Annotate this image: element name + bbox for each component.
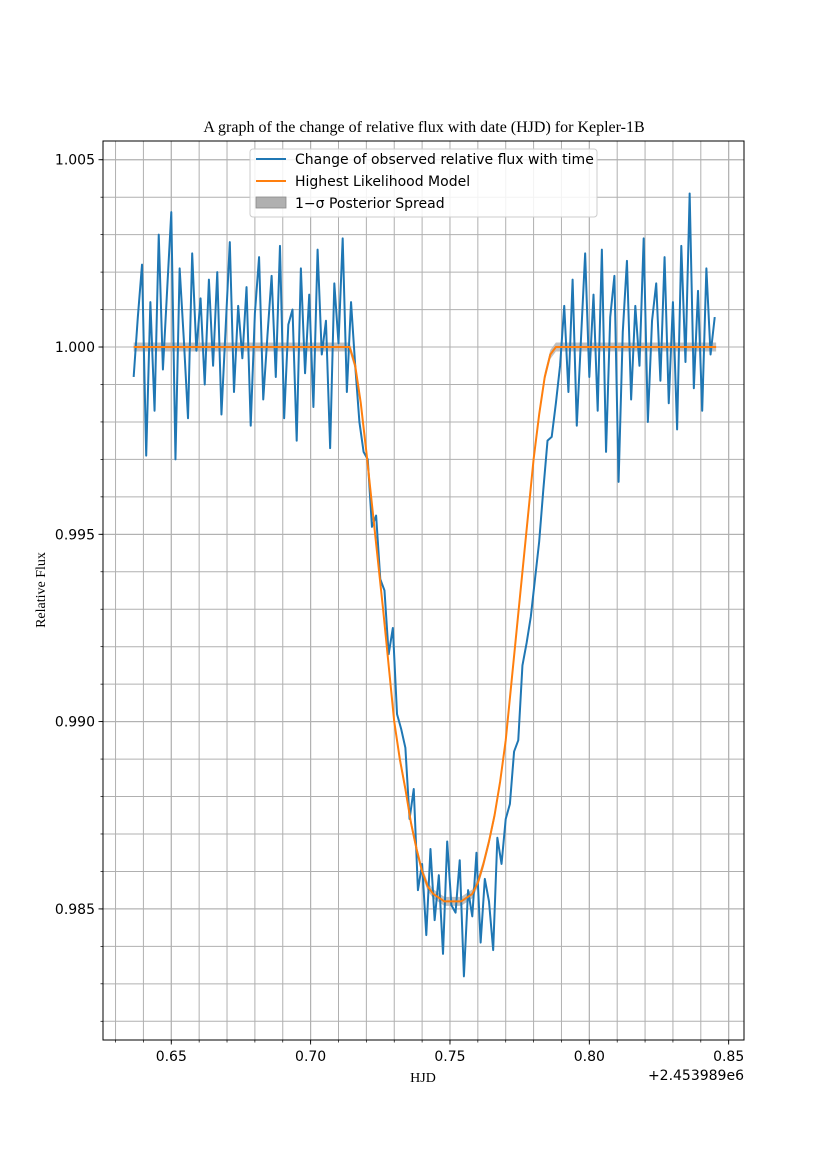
y-tick-label: 0.990 [55,715,95,731]
x-tick-label: 0.80 [574,1049,605,1065]
observed-flux-line [132,192,716,978]
x-offset-label: +2.453989e6 [648,1068,744,1084]
plot-frame [102,140,745,1041]
x-tick-label: 0.70 [295,1049,326,1065]
legend: Change of observed relative flux with ti… [249,148,598,218]
legend-entry-observed: Change of observed relative flux with ti… [295,152,594,168]
y-tick-label: 1.000 [55,340,95,356]
x-tick-label: 0.65 [156,1049,187,1065]
legend-swatch-spread [255,196,287,209]
y-axis-label: Relative Flux [34,552,49,628]
y-tick-label: 0.995 [55,527,95,543]
legend-entry-spread: 1−σ Posterior Spread [295,196,445,212]
x-axis-label: HJD [410,1071,436,1086]
posterior-spread-area [133,342,717,906]
chart-title: A graph of the change of relative flux w… [203,119,644,136]
legend-box [249,148,598,218]
x-tick-label: 0.75 [434,1049,465,1065]
model-line [133,346,717,903]
legend-entry-model: Highest Likelihood Model [295,174,470,190]
y-tick-label: 0.985 [55,902,95,918]
x-tick-label: 0.85 [713,1049,744,1065]
y-tick-label: 1.005 [55,153,95,169]
series-layer [132,192,717,978]
axis-ticks: 0.65 0.70 0.75 0.80 0.85 0.985 0.990 0.995 1.000… [55,153,744,1065]
grid [103,141,744,1040]
posterior-spread-band [133,342,717,906]
